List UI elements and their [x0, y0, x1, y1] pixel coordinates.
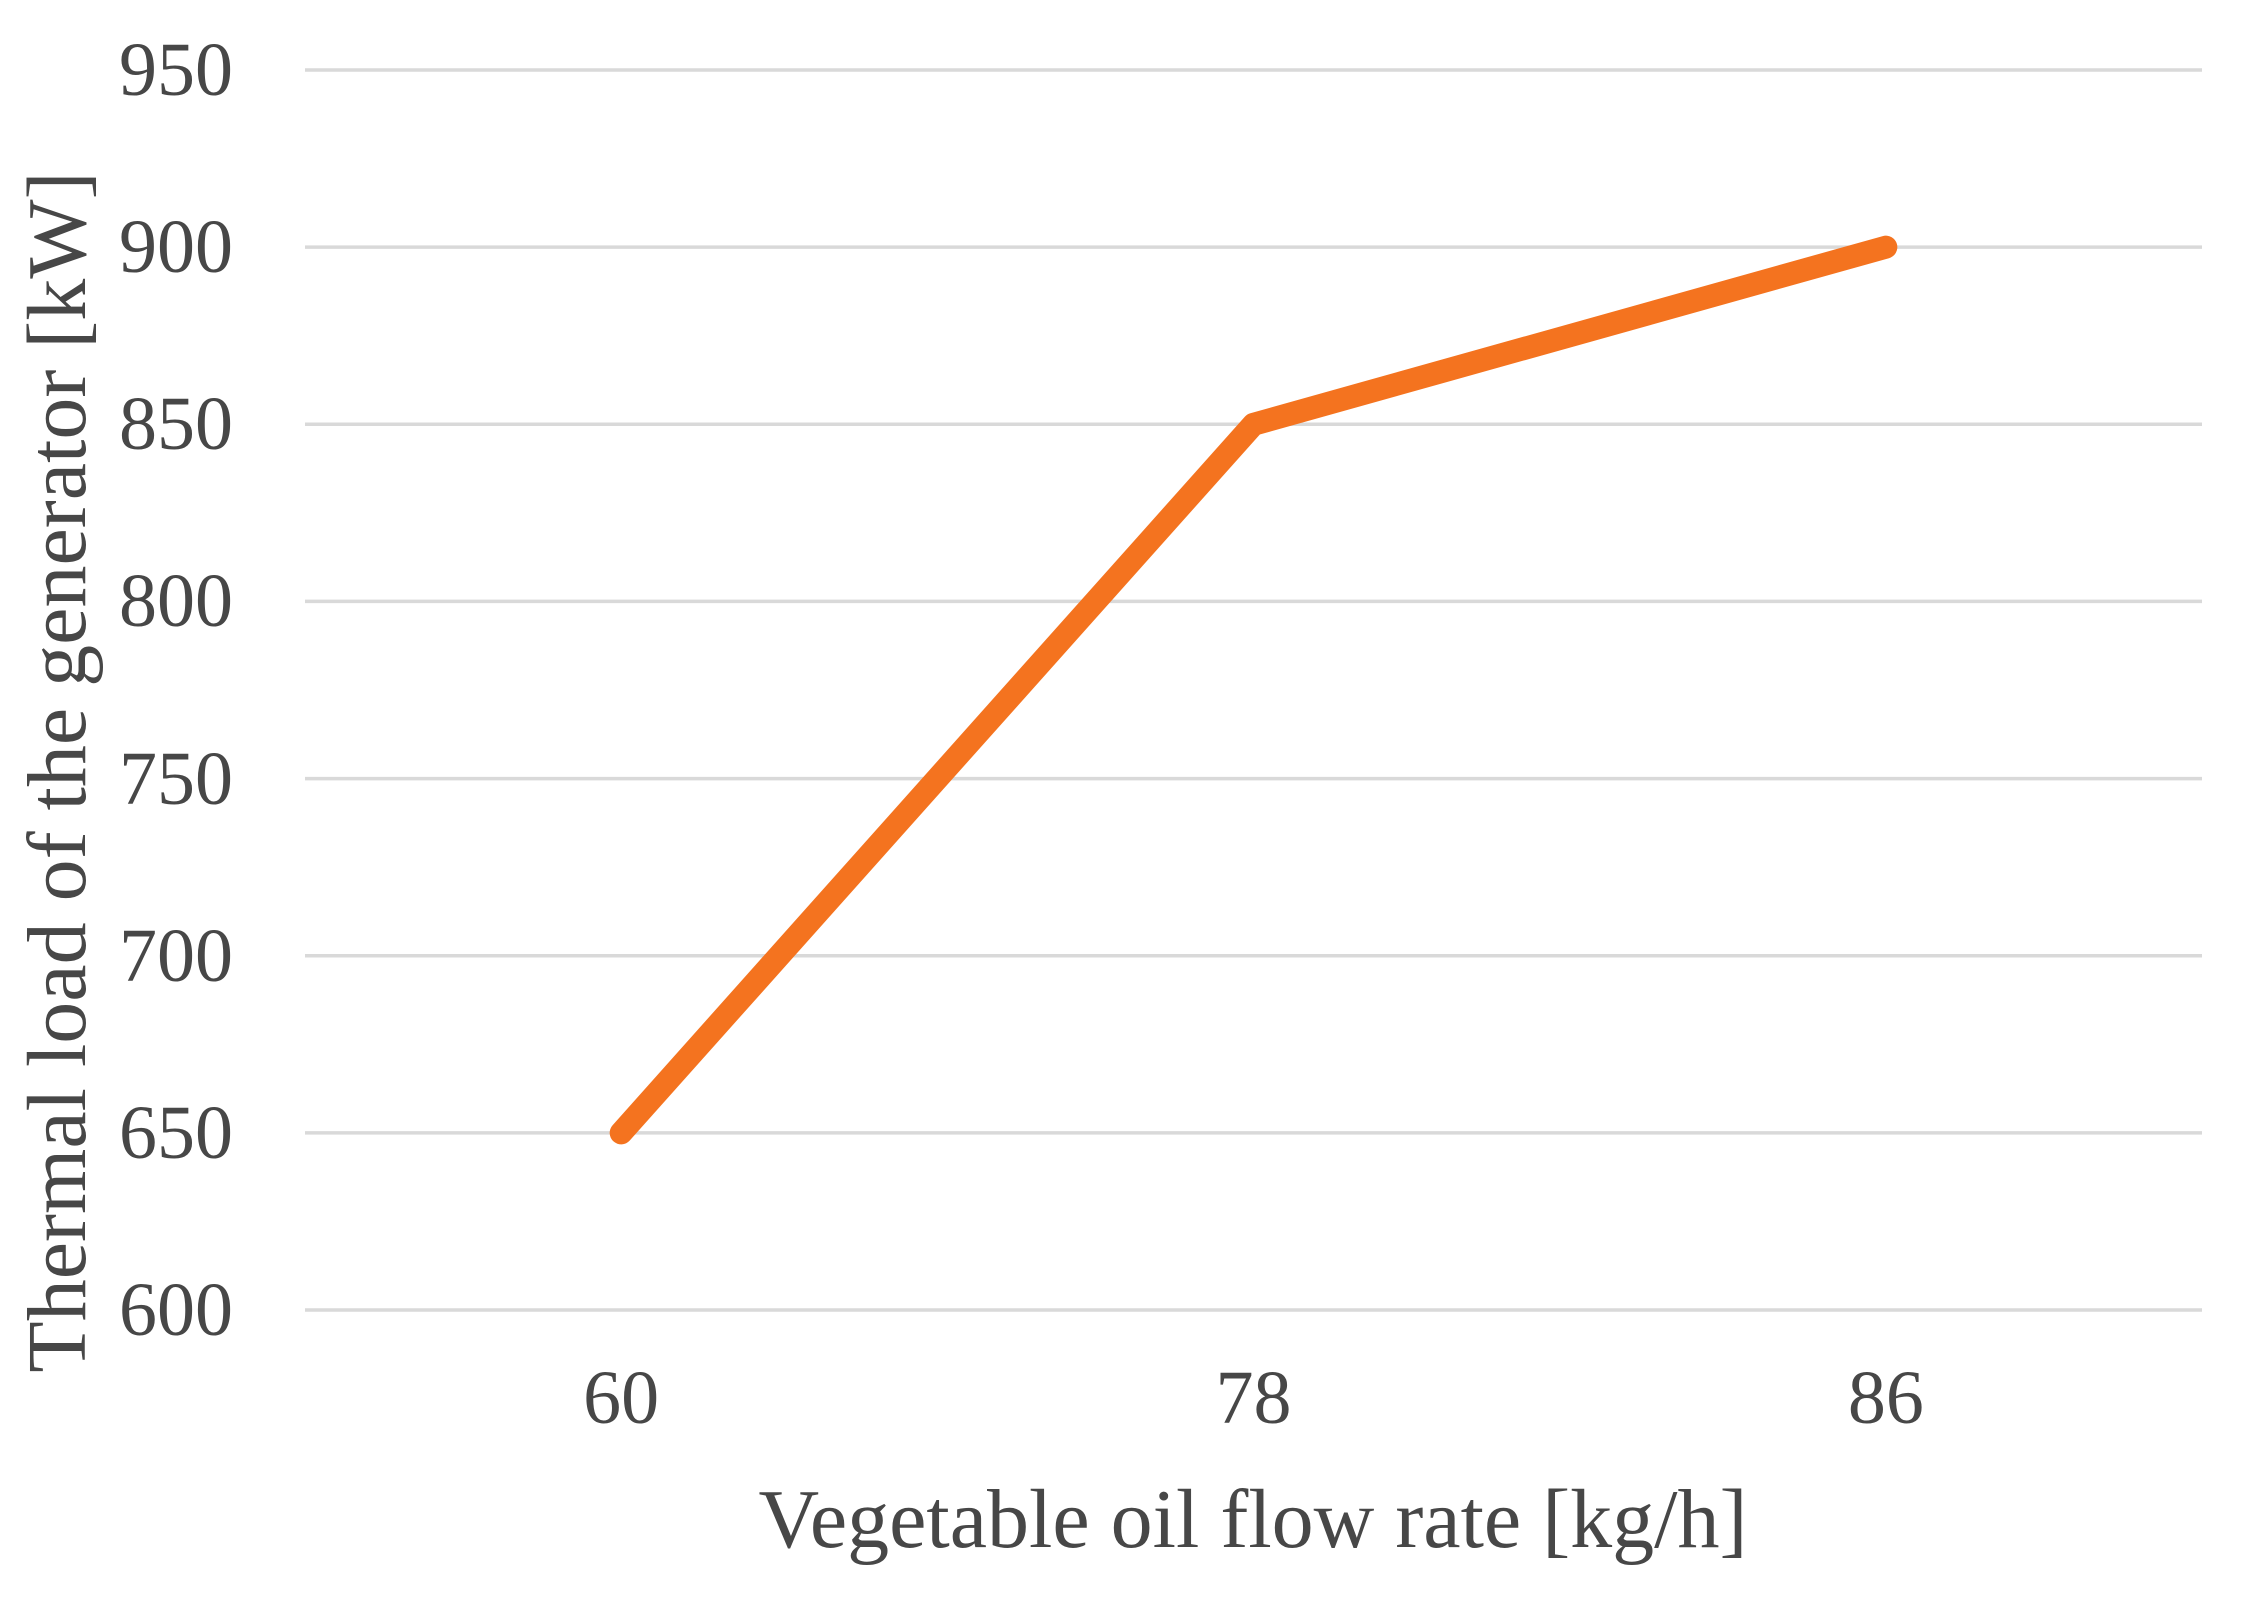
x-axis-title: Vegetable oil flow rate [kg/h] — [758, 1473, 1748, 1566]
y-tick-label: 850 — [119, 382, 233, 467]
y-tick-label: 900 — [119, 205, 233, 290]
series-line — [609, 235, 1898, 1145]
y-tick-label: 650 — [119, 1090, 233, 1175]
y-tick-label: 750 — [119, 736, 233, 821]
x-tick-label: 60 — [583, 1356, 660, 1440]
y-tick-label: 950 — [119, 28, 233, 112]
gridlines — [305, 68, 2202, 1312]
y-tick-label: 800 — [119, 559, 233, 644]
y-tick-label: 600 — [119, 1268, 233, 1352]
x-tick-label: 78 — [1215, 1356, 1292, 1440]
y-axis-title: Thermal load of the generator [kW] — [11, 171, 104, 1373]
y-tick-label: 700 — [119, 913, 233, 998]
x-tick-label: 86 — [1847, 1356, 1924, 1440]
series-lines — [609, 235, 1898, 1145]
